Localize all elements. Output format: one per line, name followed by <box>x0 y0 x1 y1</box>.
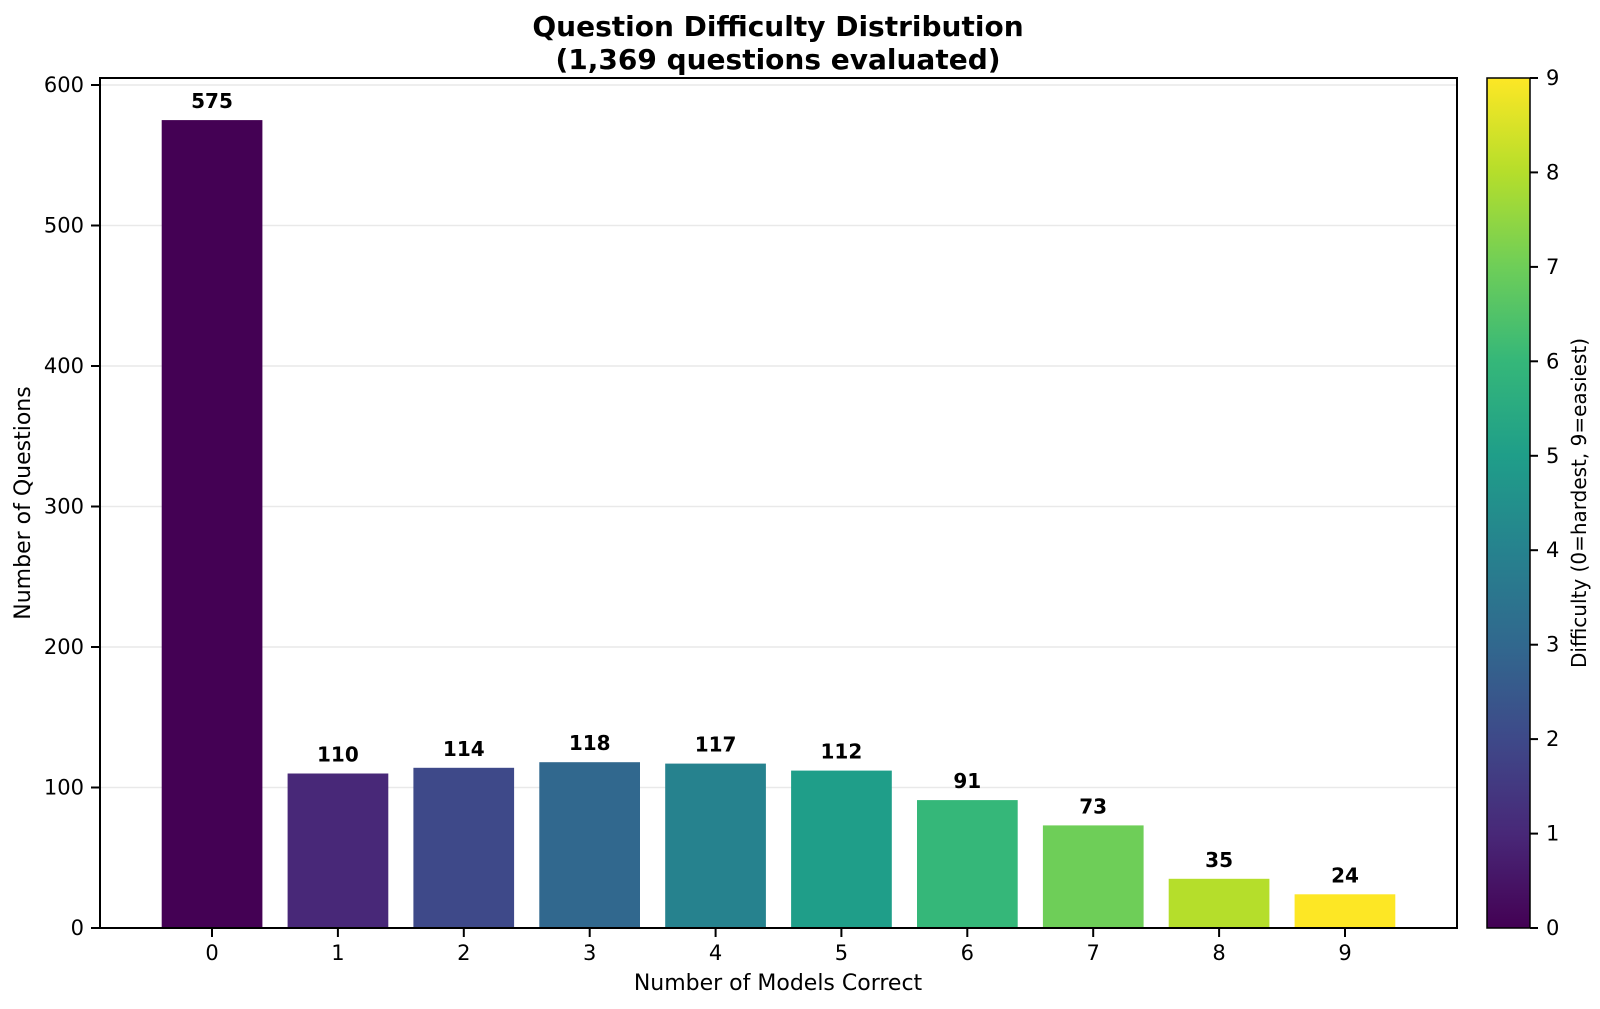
y-tick-label-200: 200 <box>44 635 84 659</box>
bar-4 <box>665 763 766 928</box>
x-tick-label-1: 1 <box>331 941 344 965</box>
x-tick-label-0: 0 <box>205 941 218 965</box>
colorbar-ticks: 0 1 2 3 4 5 6 7 8 9 <box>1530 66 1559 940</box>
colorbar-label: Difficulty (0=hardest, 9=easiest) <box>1567 338 1591 668</box>
bar-1 <box>287 773 389 928</box>
bar-value-label-8: 35 <box>1205 848 1233 872</box>
y-tick-label-100: 100 <box>44 776 84 800</box>
bar-9 <box>1294 894 1396 928</box>
colorbar <box>1486 77 1531 929</box>
y-tick-label-0: 0 <box>71 916 84 940</box>
plot-area <box>99 77 1458 929</box>
bar-8 <box>1168 878 1270 928</box>
x-axis-ticks: 0 1 2 3 4 5 6 7 8 9 <box>205 928 1352 965</box>
bar-value-label-3: 118 <box>569 731 611 755</box>
bar-value-label-1: 110 <box>317 743 359 767</box>
colorbar-tick-label-3: 3 <box>1546 633 1559 657</box>
bar-value-label-7: 73 <box>1079 794 1107 818</box>
colorbar-tick-label-6: 6 <box>1546 349 1559 373</box>
bar-value-label-9: 24 <box>1331 863 1359 887</box>
bar-series <box>161 120 1396 929</box>
bar-3 <box>539 762 640 928</box>
bar-0 <box>161 120 263 929</box>
colorbar-tick-label-7: 7 <box>1546 255 1559 279</box>
bar-5 <box>791 770 892 928</box>
x-tick-label-4: 4 <box>709 941 722 965</box>
bar-value-labels: 575 110 114 118 117 112 91 73 35 24 <box>191 89 1359 887</box>
colorbar-tick-label-8: 8 <box>1546 160 1559 184</box>
colorbar-tick-label-9: 9 <box>1546 66 1559 90</box>
x-tick-label-6: 6 <box>961 941 974 965</box>
x-tick-label-3: 3 <box>583 941 596 965</box>
bar-value-label-0: 575 <box>191 89 233 113</box>
x-tick-label-9: 9 <box>1338 941 1351 965</box>
x-tick-label-7: 7 <box>1087 941 1100 965</box>
gridlines <box>100 84 1457 789</box>
colorbar-tick-label-4: 4 <box>1546 538 1559 562</box>
bar-value-label-4: 117 <box>695 733 737 757</box>
bar-7 <box>1042 825 1144 928</box>
colorbar-tick-label-0: 0 <box>1546 916 1559 940</box>
colorbar-tick-label-1: 1 <box>1546 822 1559 846</box>
bar-6 <box>917 800 1018 928</box>
x-tick-label-8: 8 <box>1212 941 1225 965</box>
colorbar-tick-label-2: 2 <box>1546 727 1559 751</box>
colorbar-tick-label-5: 5 <box>1546 444 1559 468</box>
bar-value-label-5: 112 <box>821 740 863 764</box>
y-tick-label-600: 600 <box>44 73 84 97</box>
y-tick-label-300: 300 <box>44 495 84 519</box>
y-axis-ticks: 0 100 200 300 400 500 600 <box>44 73 100 940</box>
x-axis-label: Number of Models Correct <box>634 971 923 996</box>
y-tick-label-500: 500 <box>44 214 84 238</box>
bar-value-label-6: 91 <box>953 769 981 793</box>
bar-2 <box>413 767 515 928</box>
chart-title: Question Difficulty Distribution <box>532 10 1023 43</box>
y-axis-label: Number of Questions <box>11 386 36 619</box>
x-tick-label-2: 2 <box>457 941 470 965</box>
y-tick-label-400: 400 <box>44 354 84 378</box>
bar-value-label-2: 114 <box>443 737 485 761</box>
chart-subtitle: (1,369 questions evaluated) <box>555 43 1000 76</box>
x-tick-label-5: 5 <box>835 941 848 965</box>
